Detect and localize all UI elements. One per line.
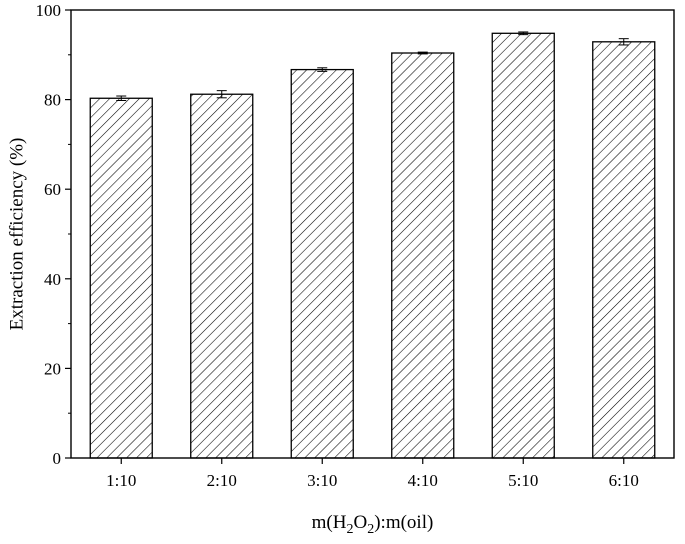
y-tick-label: 20 (44, 359, 61, 378)
error-bar (417, 51, 428, 55)
bar-2-10 (190, 93, 254, 459)
bar-4-10 (391, 52, 455, 459)
y-tick-label: 40 (44, 270, 61, 289)
x-tick-label: 2:10 (207, 471, 237, 490)
x-axis-ticks: 1:10 2:10 3:10 4:10 5:10 6:10 (106, 458, 639, 490)
error-bar (618, 38, 629, 46)
plot-frame (70, 9, 675, 459)
x-tick-label: 6:10 (609, 471, 639, 490)
y-tick-label: 80 (44, 91, 61, 110)
bar-3-10 (290, 68, 354, 459)
bar-1-10 (89, 97, 153, 459)
error-bar (518, 31, 529, 36)
error-bar (116, 95, 127, 101)
error-bar (317, 67, 328, 72)
x-tick-label: 5:10 (508, 471, 538, 490)
y-axis-ticks: 0 20 40 60 80 100 (36, 1, 71, 468)
x-axis-title: m(H2O2):m(oil) (312, 512, 434, 537)
y-tick-label: 100 (36, 1, 62, 20)
bar-6-10 (592, 41, 656, 459)
error-bar (216, 90, 227, 99)
bar-5-10 (491, 32, 555, 459)
error-bars-group (116, 31, 629, 101)
bars-group (89, 32, 656, 459)
y-axis-title: Extraction efficiency (%) (6, 138, 27, 331)
y-tick-label: 0 (53, 449, 62, 468)
y-tick-label: 60 (44, 180, 61, 199)
x-tick-label: 1:10 (106, 471, 136, 490)
x-tick-label: 3:10 (307, 471, 337, 490)
x-tick-label: 4:10 (408, 471, 438, 490)
